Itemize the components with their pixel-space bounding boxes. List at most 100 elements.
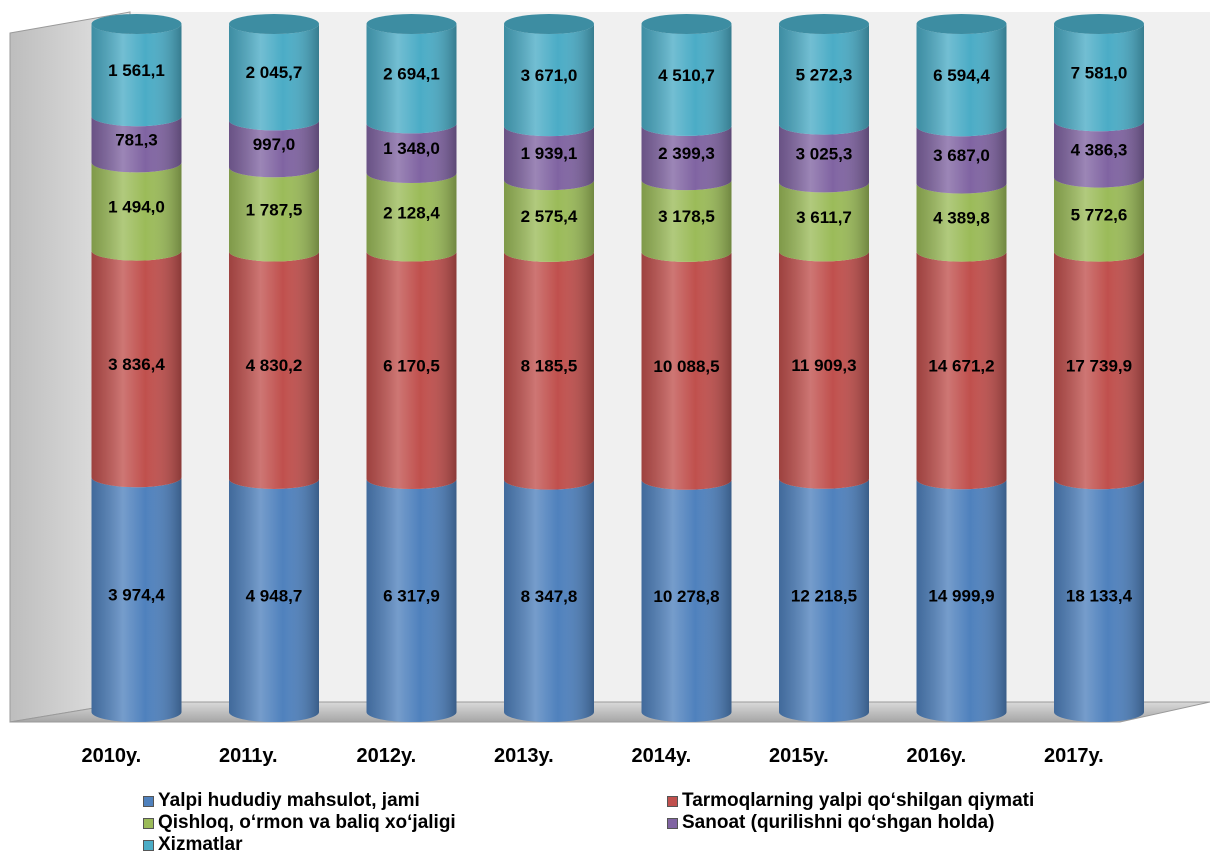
data-label: 4 830,2: [246, 356, 303, 375]
data-label: 6 594,4: [933, 66, 990, 85]
bar-segment-shading: [779, 478, 869, 722]
bar-segment-shading: [504, 251, 594, 490]
category-label: 2011y.: [219, 745, 278, 767]
bar-top-cap: [641, 14, 732, 34]
legend-label: Tarmoqlarning yalpi qo‘shilgan qiymati: [682, 790, 1035, 811]
category-label: 2016y.: [907, 745, 967, 767]
legend-swatch: [143, 795, 154, 807]
bar-segment: [1054, 177, 1144, 262]
bar-segment-shading: [504, 24, 594, 137]
bar-top-cap: [229, 14, 319, 34]
chart-floor: [9, 701, 1210, 723]
bar-segment-shading: [916, 251, 1007, 490]
data-label: 5 272,3: [796, 65, 853, 84]
legend-swatch: [143, 839, 154, 851]
bar-segment-shading: [641, 251, 732, 490]
category-label: 2015y.: [769, 745, 829, 767]
bar-segment-shading: [779, 124, 869, 193]
data-label: 2 694,1: [383, 65, 440, 84]
bar-segment: [91, 250, 182, 488]
bar-segment-shading: [91, 477, 182, 723]
bar-segment: [229, 24, 319, 131]
data-label: 14 671,2: [928, 356, 994, 375]
bar-segment-shading: [916, 126, 1007, 194]
legend-item: Qishloq, o‘rmon va baliq xo‘jaligi: [143, 812, 456, 834]
legend-label: Yalpi hududiy mahsulot, jami: [158, 790, 420, 811]
data-label: 3 836,4: [108, 355, 165, 374]
data-labels: 3 974,4 3 836,4 1 494,0 781,3 1 561,1 4 948,7…: [108, 61, 1132, 606]
data-label: 14 999,9: [928, 587, 994, 606]
data-label: 10 278,8: [653, 587, 719, 606]
bar-segment-shading: [641, 479, 732, 723]
bar-segment: [916, 183, 1007, 262]
data-label: 1 348,0: [383, 139, 440, 158]
data-label: 6 317,9: [383, 587, 440, 606]
data-label: 5 772,6: [1071, 206, 1128, 225]
bar-segment-shading: [916, 24, 1007, 137]
data-label: 3 974,4: [108, 586, 165, 605]
legend-label: Sanoat (qurilishni qo‘shgan holda): [682, 812, 995, 833]
category-label: 2017y.: [1044, 745, 1104, 767]
bar-segment-shading: [641, 125, 732, 191]
bar-segment-shading: [91, 162, 182, 261]
bar-segment: [916, 24, 1007, 137]
legend-swatch: [667, 817, 678, 829]
data-label: 1 787,5: [246, 200, 303, 219]
bar-top-cap: [366, 14, 457, 34]
data-label: 7 581,0: [1071, 64, 1128, 83]
bar-segment-shading: [504, 180, 594, 262]
bar-segment-shading: [366, 251, 457, 490]
bar-segment: [504, 251, 594, 490]
bar-segment: [366, 24, 457, 134]
category-label: 2012y.: [357, 745, 417, 767]
bar-segment-shading: [1054, 251, 1144, 490]
bar-segment: [1054, 121, 1144, 188]
bar-segment: [366, 173, 457, 262]
category-label: 2013y.: [494, 745, 554, 767]
bar-segment: [504, 180, 594, 262]
legend-label: Qishloq, o‘rmon va baliq xo‘jaligi: [158, 812, 456, 833]
bar-segment: [366, 251, 457, 490]
data-label: 2 575,4: [521, 207, 578, 226]
bars: [91, 14, 1144, 723]
bar-segment: [1054, 479, 1144, 722]
data-label: 4 948,7: [246, 586, 303, 605]
bar-segment: [229, 120, 319, 178]
bar-segment-shading: [91, 250, 182, 488]
bar-top-cap: [779, 14, 869, 34]
data-label: 1 561,1: [108, 61, 165, 80]
chart: 3 974,4 3 836,4 1 494,0 781,3 1 561,1 4 948,7…: [9, 11, 1210, 767]
bar-top-cap: [91, 14, 182, 34]
bar-segment: [91, 162, 182, 261]
bar-segment: [916, 479, 1007, 723]
data-label: 3 178,5: [658, 207, 715, 226]
bar-segment-shading: [1054, 24, 1144, 132]
bar-segment: [779, 251, 869, 489]
category-label: 2014y.: [632, 745, 692, 767]
legend-label: Xizmatlar: [158, 834, 243, 855]
bar-segment: [504, 126, 594, 191]
bar-segment-shading: [1054, 121, 1144, 188]
data-label: 3 025,3: [796, 145, 853, 164]
category-axis: 2010y. 2011y. 2012y. 2013y. 2014y. 2015y. 2016…: [82, 745, 1104, 767]
data-label: 6 170,5: [383, 356, 440, 375]
bar-segment-shading: [229, 24, 319, 131]
category-label: 2010y.: [82, 745, 142, 767]
bar-segment-shading: [229, 251, 319, 489]
bar-segment: [779, 182, 869, 262]
bar-segment: [641, 24, 732, 136]
bar-segment: [366, 123, 457, 184]
bar-segment: [916, 126, 1007, 194]
bar-segment: [229, 478, 319, 722]
data-label: 17 739,9: [1066, 356, 1132, 375]
bar-segment: [504, 24, 594, 137]
bar-segment: [504, 479, 594, 722]
bar-segment-shading: [229, 478, 319, 722]
chart-background: [9, 11, 1210, 723]
data-label: 3 671,0: [521, 66, 578, 85]
bar-segment-shading: [1054, 479, 1144, 722]
bar-segment-shading: [91, 116, 182, 173]
legend-item: Sanoat (qurilishni qo‘shgan holda): [667, 812, 994, 834]
bar-segment: [91, 116, 182, 173]
bar-segment-shading: [916, 479, 1007, 723]
